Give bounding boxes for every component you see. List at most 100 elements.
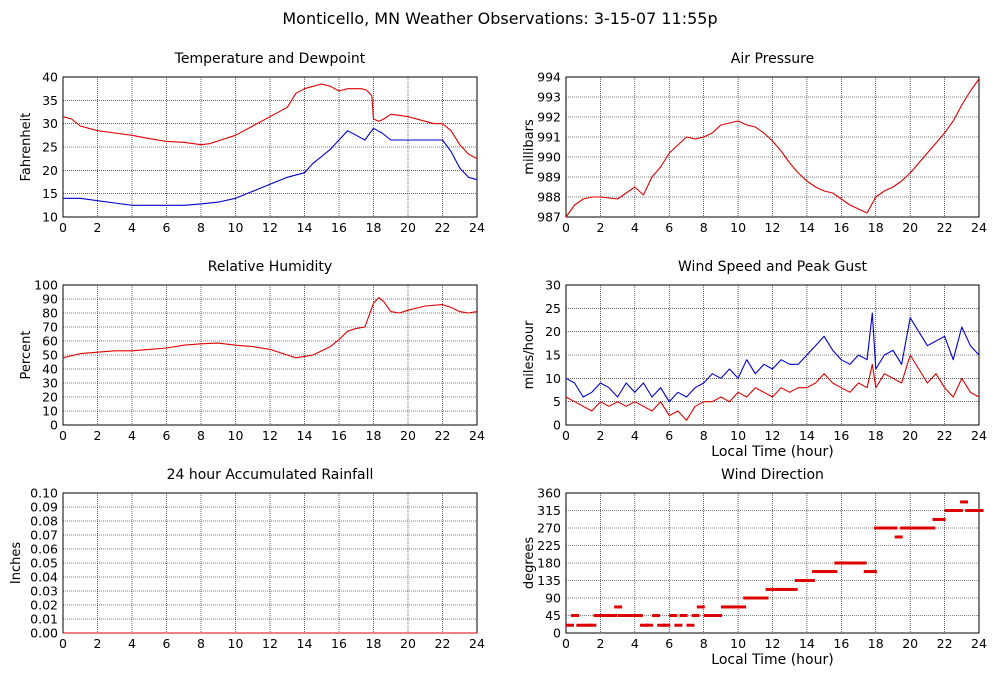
data-point bbox=[748, 596, 757, 600]
data-point bbox=[841, 561, 850, 565]
y-tick-label: 991 bbox=[537, 130, 561, 145]
data-point bbox=[879, 526, 888, 530]
x-tick-label: 2 bbox=[596, 428, 604, 443]
y-tick-label: 80 bbox=[42, 306, 58, 321]
x-tick-label: 16 bbox=[331, 428, 347, 443]
data-point bbox=[975, 509, 984, 512]
data-point bbox=[834, 561, 843, 565]
x-tick-label: 2 bbox=[94, 636, 102, 651]
y-axis-label: Fahrenheit bbox=[19, 113, 34, 182]
data-point bbox=[794, 579, 803, 582]
chart-title: Wind Direction bbox=[721, 467, 824, 483]
data-point bbox=[731, 605, 740, 609]
chart-title: Air Pressure bbox=[731, 51, 814, 67]
x-tick-label: 22 bbox=[937, 636, 953, 651]
x-tick-label: 8 bbox=[700, 428, 708, 443]
chart-title: Relative Humidity bbox=[208, 259, 332, 275]
y-tick-label: 135 bbox=[537, 573, 561, 588]
y-tick-label: 315 bbox=[537, 503, 561, 518]
series-line-1 bbox=[63, 127, 478, 206]
data-point bbox=[686, 623, 695, 627]
data-point bbox=[782, 587, 791, 591]
series-line-0 bbox=[565, 78, 980, 218]
y-tick-label: 0.10 bbox=[30, 486, 58, 501]
x-tick-label: 4 bbox=[631, 636, 639, 651]
y-tick-label: 15 bbox=[42, 186, 58, 201]
x-tick-label: 0 bbox=[562, 220, 570, 235]
x-tick-label: 14 bbox=[297, 636, 313, 651]
y-tick-label: 270 bbox=[537, 521, 561, 536]
y-tick-label: 0 bbox=[553, 626, 561, 641]
y-tick-label: 0.06 bbox=[30, 542, 58, 557]
chart-title: Temperature and Dewpoint bbox=[174, 51, 366, 67]
data-point bbox=[960, 500, 969, 504]
x-tick-label: 8 bbox=[197, 428, 205, 443]
data-point bbox=[932, 517, 941, 521]
y-tick-label: 0 bbox=[553, 418, 561, 433]
data-point bbox=[674, 623, 683, 627]
y-tick-label: 225 bbox=[537, 538, 561, 553]
data-point bbox=[765, 587, 774, 591]
data-point bbox=[889, 526, 898, 530]
data-point bbox=[760, 596, 769, 600]
x-tick-label: 20 bbox=[400, 220, 416, 235]
x-tick-label: 10 bbox=[228, 428, 244, 443]
y-tick-label: 994 bbox=[537, 70, 561, 85]
x-tick-label: 2 bbox=[94, 220, 102, 235]
y-tick-label: 0 bbox=[50, 418, 58, 433]
y-tick-label: 30 bbox=[42, 376, 58, 391]
data-point bbox=[662, 623, 671, 627]
x-tick-label: 0 bbox=[59, 220, 67, 235]
y-tick-label: 0.02 bbox=[30, 598, 58, 613]
x-tick-label: 24 bbox=[469, 220, 485, 235]
x-tick-label: 8 bbox=[197, 220, 205, 235]
plot-frame bbox=[62, 76, 478, 218]
x-tick-label: 6 bbox=[163, 220, 171, 235]
data-point bbox=[593, 614, 602, 617]
x-tick-label: 2 bbox=[596, 636, 604, 651]
plot-frame bbox=[565, 76, 980, 218]
chart-title: 24 hour Accumulated Rainfall bbox=[167, 467, 374, 483]
data-point bbox=[927, 526, 936, 530]
data-point bbox=[738, 605, 747, 609]
y-tick-label: 100 bbox=[34, 278, 58, 293]
y-tick-label: 25 bbox=[545, 301, 561, 316]
x-tick-label: 8 bbox=[700, 220, 708, 235]
data-point bbox=[696, 605, 705, 609]
x-tick-label: 12 bbox=[262, 220, 278, 235]
x-tick-label: 10 bbox=[730, 220, 746, 235]
series-line-0 bbox=[565, 312, 980, 403]
data-point bbox=[614, 605, 623, 609]
data-point bbox=[652, 614, 661, 617]
data-point bbox=[571, 614, 580, 617]
data-point bbox=[609, 614, 618, 617]
x-tick-label: 18 bbox=[868, 428, 884, 443]
data-point bbox=[910, 526, 919, 530]
data-point bbox=[965, 509, 974, 512]
y-axis-label: degrees bbox=[522, 537, 537, 590]
data-point bbox=[708, 614, 717, 617]
y-tick-label: 40 bbox=[42, 362, 58, 377]
x-tick-label: 20 bbox=[400, 636, 416, 651]
data-point bbox=[851, 561, 860, 565]
data-point bbox=[944, 509, 953, 512]
data-point bbox=[970, 509, 979, 512]
data-point bbox=[772, 587, 781, 591]
x-tick-label: 4 bbox=[128, 636, 136, 651]
x-tick-label: 10 bbox=[730, 428, 746, 443]
data-point bbox=[743, 596, 752, 600]
data-point bbox=[949, 509, 958, 512]
data-point bbox=[806, 579, 815, 582]
y-tick-label: 992 bbox=[537, 110, 561, 125]
y-tick-label: 45 bbox=[545, 608, 561, 623]
x-tick-label: 24 bbox=[971, 428, 987, 443]
data-point bbox=[627, 614, 636, 617]
x-tick-label: 18 bbox=[366, 220, 382, 235]
y-axis-label: millibars bbox=[522, 119, 537, 175]
y-tick-label: 50 bbox=[42, 348, 58, 363]
y-tick-label: 60 bbox=[42, 334, 58, 349]
x-tick-label: 4 bbox=[631, 220, 639, 235]
x-tick-label: 0 bbox=[59, 428, 67, 443]
